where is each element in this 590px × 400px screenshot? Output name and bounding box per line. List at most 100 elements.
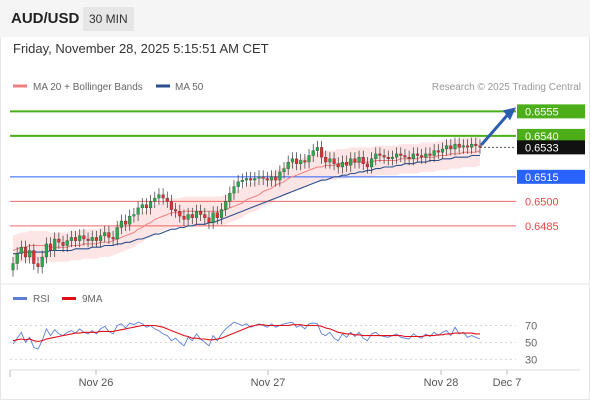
candle [244,171,249,187]
bullish-candle-body [194,211,199,218]
candle [411,147,415,166]
candle [436,144,440,159]
level-label-text: 0.6555 [525,106,559,118]
candle [374,147,378,166]
bullish-candle-body [315,147,319,151]
level-label-0.6500: 0.6500 [525,196,559,208]
bearish-candle-body [178,211,182,217]
bullish-candle-body [307,155,311,163]
candle [124,214,128,231]
candle [115,221,119,246]
bearish-candle-body [415,153,420,156]
candles-layer [11,137,482,277]
bearish-candle-body [274,176,278,181]
bullish-candle-body [149,201,153,209]
candle [140,198,144,215]
level-label-text: 0.6485 [525,221,559,233]
bullish-candle-body [440,148,445,153]
x-tick-label: Dec 7 [493,377,522,389]
bearish-candle-body [161,194,165,199]
candle [340,155,344,174]
bearish-candle-body [378,153,382,156]
candle [278,165,282,187]
bullish-candle-body [78,235,82,241]
timeframe-badge[interactable]: 30 MIN [83,7,134,31]
bullish-candle-body [19,247,23,254]
candle [478,139,482,154]
level-label-text: 0.6533 [525,142,559,154]
bullish-candle-body [370,158,374,168]
candle [365,157,369,174]
candle [282,162,286,179]
rsi-ma-line [12,324,480,343]
bearish-candle-body [386,157,390,159]
candle [99,229,103,248]
rsi-tick-label: 30 [525,354,537,366]
candle [207,211,211,230]
candle [153,191,157,208]
bullish-candle-body [236,181,240,187]
candle [186,207,190,226]
bearish-candle-body [320,147,324,158]
bearish-candle-body [324,157,328,163]
bullish-candle-body [395,153,399,158]
candle [215,206,219,225]
candle [299,153,303,171]
rsi-legend: RSI 9MA [13,294,103,305]
candle [357,150,361,169]
candle [69,230,73,248]
candle [157,188,161,205]
candle [399,147,403,163]
bullish-candle-body [28,250,32,258]
level-label-0.6555: 0.6555 [517,104,585,119]
candle [420,149,424,164]
candle [415,147,420,163]
moving-averages-layer [12,150,481,255]
level-label-text: 0.6540 [525,131,559,143]
candle [445,139,449,156]
candle [86,232,90,248]
bullish-candle-body [65,240,69,246]
bullish-candle-body [103,232,107,236]
bullish-candle-body [15,253,19,264]
bullish-candle-body [390,157,394,159]
level-label-text: 0.6500 [525,196,559,208]
bearish-candle-body [190,214,194,218]
bullish-candle-body [470,143,474,148]
candle [324,150,328,169]
candle [36,257,40,274]
level-label-0.6485: 0.6485 [525,221,559,233]
bullish-candle-body [453,143,457,150]
candle [474,137,478,153]
candle [457,137,461,154]
bullish-candle-body [432,150,436,156]
candle [228,186,232,208]
bearish-candle-body [478,145,482,148]
rsi-legend-label: RSI [33,294,50,305]
level-label-0.6533: 0.6533 [517,140,585,155]
bearish-candle-body [82,235,86,240]
bullish-candle-body [219,209,224,218]
candle [449,139,453,156]
candle [190,207,194,225]
bullish-candle-body [186,214,190,220]
candle [174,203,178,218]
bearish-candle-body [265,178,269,181]
bullish-candle-body [357,157,361,163]
candle [336,157,340,174]
candle [165,191,169,208]
bullish-candle-body [40,256,44,267]
bearish-candle-body [365,163,369,168]
candle [144,198,148,215]
bullish-candle-body [128,215,132,225]
candle [390,150,394,166]
bullish-candle-body [411,153,415,159]
candle [470,137,474,154]
level-label-box [517,140,585,155]
bearish-candle-body [361,157,365,164]
bearish-candle-body [86,238,90,241]
candle [265,171,269,187]
rsi-panel: 70 50 30 [10,321,537,366]
candle [103,225,107,243]
